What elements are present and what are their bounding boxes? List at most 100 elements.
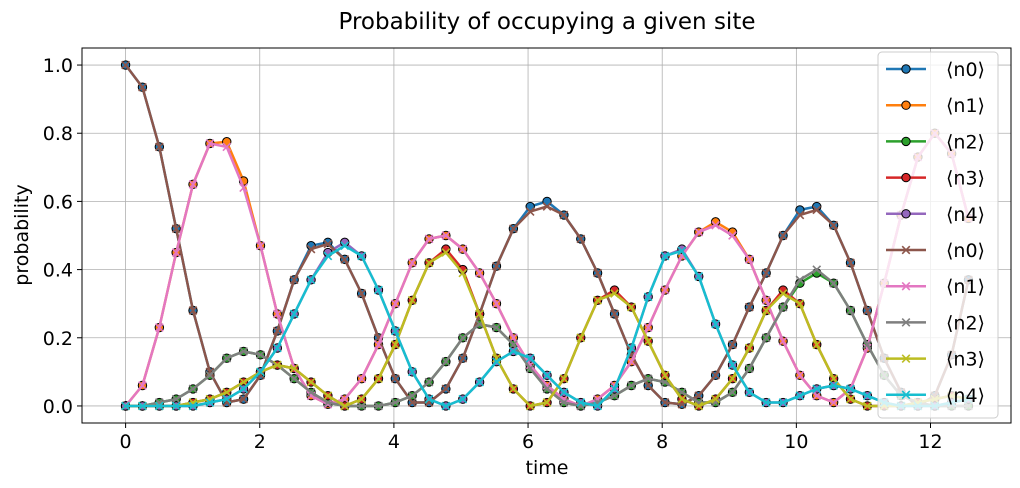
- grid: [82, 48, 1011, 423]
- data-point: [862, 306, 872, 315]
- legend: ⟨n0⟩ ⟨n1⟩ ⟨n2⟩ ⟨n3⟩ ⟨n4⟩ ⟨n0⟩ ⟨n1⟩ ⟨n2⟩ ⟨n3⟩ ⟨n4⟩: [877, 51, 999, 419]
- y-axis-label: probability: [11, 184, 33, 285]
- data-point: [744, 387, 754, 397]
- data-point: [829, 381, 839, 390]
- data-point: [205, 139, 215, 148]
- data-point: [829, 220, 839, 230]
- data-point: [610, 289, 619, 298]
- data-point: [525, 364, 535, 373]
- y-tick-label: 0.8: [43, 123, 73, 145]
- data-point: [643, 374, 653, 384]
- data-point: [901, 245, 911, 255]
- data-point: [492, 357, 501, 367]
- y-tick-label: 0.6: [43, 191, 73, 213]
- data-point: [323, 251, 333, 261]
- data-point: [795, 275, 805, 285]
- data-point: [795, 210, 805, 220]
- data-point: [323, 398, 333, 407]
- legend-entry: ⟨n3⟩: [886, 168, 985, 190]
- y-tick-label: 1.0: [43, 55, 73, 77]
- data-point: [222, 387, 232, 397]
- data-point: [643, 323, 653, 332]
- x-tick-label: 10: [784, 431, 808, 453]
- data-point: [728, 231, 737, 240]
- data-point: [795, 391, 805, 401]
- data-point: [458, 353, 468, 363]
- data-point: [626, 357, 636, 367]
- data-point: [542, 370, 552, 380]
- data-point: [340, 394, 350, 404]
- data-point: [643, 292, 653, 302]
- data-point: [458, 394, 468, 404]
- data-point: [239, 347, 248, 356]
- data-point: [407, 258, 417, 268]
- data-point: [508, 224, 518, 234]
- data-point: [306, 275, 316, 285]
- data-point: [559, 398, 569, 407]
- data-point: [744, 364, 754, 373]
- data-point: [323, 391, 333, 401]
- data-point: [812, 265, 822, 274]
- data-point: [744, 254, 754, 264]
- data-point: [390, 398, 400, 407]
- legend-label: ⟨n2⟩: [946, 312, 985, 334]
- legend-label: ⟨n3⟩: [946, 168, 985, 190]
- data-point: [626, 381, 636, 390]
- data-point: [289, 364, 299, 373]
- data-point: [660, 370, 670, 380]
- legend-label: ⟨n1⟩: [946, 276, 985, 298]
- x-tick-label: 6: [522, 431, 534, 453]
- data-point: [744, 343, 754, 353]
- x-tick-label: 0: [120, 431, 132, 453]
- data-point: [357, 251, 367, 261]
- data-point: [694, 227, 704, 237]
- data-point: [374, 285, 383, 295]
- data-point: [542, 381, 552, 390]
- data-point: [272, 309, 282, 319]
- data-point: [256, 367, 265, 377]
- data-point: [289, 374, 299, 384]
- data-point: [626, 302, 636, 312]
- data-point: [475, 377, 484, 387]
- y-tick-label: 0.0: [43, 396, 73, 418]
- data-point: [694, 401, 704, 411]
- data-point: [728, 374, 737, 384]
- data-point: [205, 398, 215, 407]
- data-point: [593, 295, 602, 305]
- data-point: [643, 336, 653, 346]
- data-point: [475, 309, 484, 319]
- data-point: [711, 370, 720, 380]
- data-point: [188, 179, 198, 189]
- data-point: [441, 401, 451, 411]
- data-point: [542, 202, 552, 211]
- data-point: [357, 394, 367, 404]
- data-point: [374, 340, 383, 349]
- data-point: [846, 394, 855, 404]
- data-point: [728, 360, 737, 370]
- axis-ticks: 0 2 4 6 8 10 12 0.0 0.2 0.4 0.6 0.8 1.0: [43, 55, 943, 453]
- data-point: [643, 381, 653, 390]
- data-point: [677, 246, 687, 256]
- data-point: [812, 340, 822, 349]
- data-point: [660, 398, 670, 407]
- data-point: [138, 401, 147, 411]
- data-point: [154, 401, 164, 411]
- data-point: [171, 394, 181, 404]
- data-point: [778, 398, 788, 407]
- data-point: [492, 299, 501, 309]
- data-point: [188, 401, 198, 411]
- data-point: [901, 136, 911, 147]
- data-point: [289, 275, 299, 285]
- data-point: [357, 374, 367, 384]
- data-point: [761, 306, 771, 315]
- data-point: [323, 239, 333, 249]
- data-point: [761, 268, 771, 278]
- data-point: [441, 384, 451, 394]
- data-point: [340, 241, 350, 251]
- data-point: [340, 254, 350, 264]
- data-point: [357, 401, 367, 411]
- data-point: [525, 401, 535, 411]
- data-point: [424, 234, 434, 244]
- data-point: [901, 64, 911, 74]
- data-point: [711, 220, 720, 230]
